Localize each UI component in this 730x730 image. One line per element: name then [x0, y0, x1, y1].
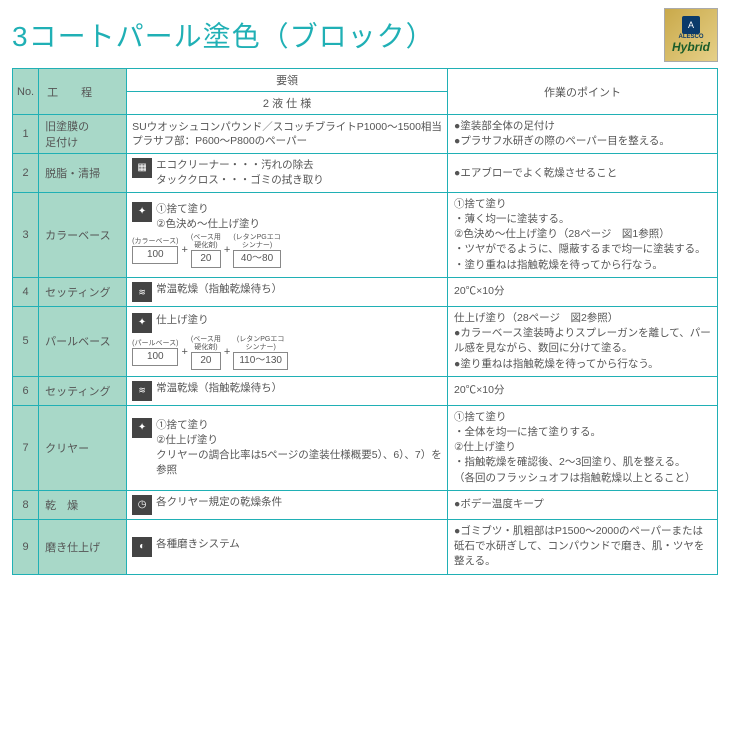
spray-icon: [132, 313, 152, 333]
cell-process: 乾 燥: [39, 490, 127, 519]
cell-process: パールベース: [39, 306, 127, 376]
mix-value: 20: [191, 352, 221, 370]
dry-icon: [132, 381, 152, 401]
cell-no: 7: [13, 405, 39, 490]
plus-icon: +: [224, 243, 230, 258]
cell-point: 20℃×10分: [448, 277, 718, 306]
cell-detail: 常温乾燥（指触乾燥待ち）: [127, 376, 448, 405]
polish-icon: [132, 537, 152, 557]
mix-label: (パールベース): [132, 340, 178, 348]
cell-detail: 仕上げ塗り(パールベース)100+(ベース用硬化剤)20+(レタンPGエコシンナ…: [127, 306, 448, 376]
brand-logo: A ALESCO Hybrid: [664, 8, 718, 62]
cell-no: 3: [13, 192, 39, 277]
detail-text: 各種磨きシステム: [156, 537, 442, 552]
logo-mark: A: [682, 16, 700, 34]
dry-icon: [132, 282, 152, 302]
cell-point: 仕上げ塗り（28ページ 図2参照）●カラーベース塗装時よりスプレーガンを離して、…: [448, 306, 718, 376]
mix-value: 40〜80: [233, 250, 280, 268]
table-row: 8乾 燥 各クリヤー規定の乾燥条件 ●ボデー温度キープ: [13, 490, 718, 519]
mix-value: 20: [191, 250, 221, 268]
table-row: 9磨き仕上げ 各種磨きシステム ●ゴミブツ・肌粗部はP1500〜2000のペーパーま…: [13, 519, 718, 574]
header-process: 工 程: [39, 69, 127, 115]
cell-detail: 常温乾燥（指触乾燥待ち）: [127, 277, 448, 306]
table-row: 4セッティング 常温乾燥（指触乾燥待ち） 20℃×10分: [13, 277, 718, 306]
cell-detail: 各種磨きシステム: [127, 519, 448, 574]
cell-no: 8: [13, 490, 39, 519]
header-sub: 2 液 仕 様: [127, 92, 448, 115]
detail-text: ①捨て塗り②仕上げ塗りクリヤーの調合比率は5ページの塗装仕様概要5）、6）、7）…: [156, 418, 442, 477]
cell-detail: SUウオッシュコンパウンド／スコッチブライトP1000〜1500相当プラサフ部：…: [127, 115, 448, 154]
cell-process: クリヤー: [39, 405, 127, 490]
cell-no: 5: [13, 306, 39, 376]
cell-process: 脱脂・清掃: [39, 154, 127, 192]
cell-no: 4: [13, 277, 39, 306]
detail-text: エコクリーナー・・・汚れの除去タッククロス・・・ゴミの拭き取り: [156, 158, 442, 187]
logo-sub: Hybrid: [672, 40, 710, 54]
header: 3コートパール塗色（ブロック） A ALESCO Hybrid: [12, 8, 718, 62]
spray-icon: [132, 202, 152, 222]
cell-process: 旧塗膜の足付け: [39, 115, 127, 154]
header-point: 作業のポイント: [448, 69, 718, 115]
page-title: 3コートパール塗色（ブロック）: [12, 15, 435, 55]
cell-point: ●ボデー温度キープ: [448, 490, 718, 519]
mix-value: 100: [132, 246, 178, 264]
process-table: No. 工 程 要領 作業のポイント 2 液 仕 様 1旧塗膜の足付けSUウオッ…: [12, 68, 718, 575]
table-row: 6セッティング 常温乾燥（指触乾燥待ち） 20℃×10分: [13, 376, 718, 405]
header-youryo: 要領: [127, 69, 448, 92]
detail-text: 仕上げ塗り: [156, 313, 442, 328]
cell-process: 磨き仕上げ: [39, 519, 127, 574]
cell-detail: ①捨て塗り②仕上げ塗りクリヤーの調合比率は5ページの塗装仕様概要5）、6）、7）…: [127, 405, 448, 490]
cell-no: 1: [13, 115, 39, 154]
mix-row: (パールベース)100+(ベース用硬化剤)20+(レタンPGエコシンナー)110…: [132, 336, 442, 369]
cell-process: セッティング: [39, 277, 127, 306]
mix-value: 110〜130: [233, 352, 288, 370]
table-row: 2脱脂・清掃エコクリーナー・・・汚れの除去タッククロス・・・ゴミの拭き取り●エア…: [13, 154, 718, 192]
mix-value: 100: [132, 348, 178, 366]
cell-no: 6: [13, 376, 39, 405]
table-row: 5パールベース仕上げ塗り(パールベース)100+(ベース用硬化剤)20+(レタン…: [13, 306, 718, 376]
clock-icon: [132, 495, 152, 515]
cell-no: 2: [13, 154, 39, 192]
plus-icon: +: [181, 345, 187, 360]
cell-no: 9: [13, 519, 39, 574]
mix-row: (カラーベース)100+(ベース用硬化剤)20+(レタンPGエコシンナー)40〜…: [132, 234, 442, 267]
cell-process: カラーベース: [39, 192, 127, 277]
mix-label: (レタンPGエコシンナー): [233, 336, 288, 351]
cleaner-icon: [132, 158, 152, 178]
mix-label: (カラーベース): [132, 238, 178, 246]
detail-text: 常温乾燥（指触乾燥待ち）: [156, 381, 442, 396]
cell-point: ●塗装部全体の足付け●プラサフ水研ぎの際のペーパー目を整える。: [448, 115, 718, 154]
cell-point: 20℃×10分: [448, 376, 718, 405]
cell-process: セッティング: [39, 376, 127, 405]
cell-point: ①捨て塗り・全体を均一に捨て塗りする。②仕上げ塗り・指触乾燥を確認後、2〜3回塗…: [448, 405, 718, 490]
cell-detail: エコクリーナー・・・汚れの除去タッククロス・・・ゴミの拭き取り: [127, 154, 448, 192]
cell-detail: ①捨て塗り②色決め〜仕上げ塗り(カラーベース)100+(ベース用硬化剤)20+(…: [127, 192, 448, 277]
plus-icon: +: [224, 345, 230, 360]
table-row: 3カラーベース①捨て塗り②色決め〜仕上げ塗り(カラーベース)100+(ベース用硬…: [13, 192, 718, 277]
table-row: 7クリヤー ①捨て塗り②仕上げ塗りクリヤーの調合比率は5ページの塗装仕様概要5）、…: [13, 405, 718, 490]
plus-icon: +: [181, 243, 187, 258]
mix-label: (レタンPGエコシンナー): [233, 234, 280, 249]
cell-point: ●エアブローでよく乾燥させること: [448, 154, 718, 192]
header-no: No.: [13, 69, 39, 115]
table-row: 1旧塗膜の足付けSUウオッシュコンパウンド／スコッチブライトP1000〜1500…: [13, 115, 718, 154]
cell-point: ●ゴミブツ・肌粗部はP1500〜2000のペーパーまたは砥石で水研ぎして、コンパ…: [448, 519, 718, 574]
spray-icon: [132, 418, 152, 438]
mix-label: (ベース用硬化剤): [191, 336, 221, 351]
detail-text: 各クリヤー規定の乾燥条件: [156, 495, 442, 510]
mix-label: (ベース用硬化剤): [191, 234, 221, 249]
cell-detail: 各クリヤー規定の乾燥条件: [127, 490, 448, 519]
detail-text: ①捨て塗り②色決め〜仕上げ塗り: [156, 202, 442, 231]
cell-point: ①捨て塗り・薄く均一に塗装する。②色決め〜仕上げ塗り（28ページ 図1参照）・ツ…: [448, 192, 718, 277]
detail-text: 常温乾燥（指触乾燥待ち）: [156, 282, 442, 297]
